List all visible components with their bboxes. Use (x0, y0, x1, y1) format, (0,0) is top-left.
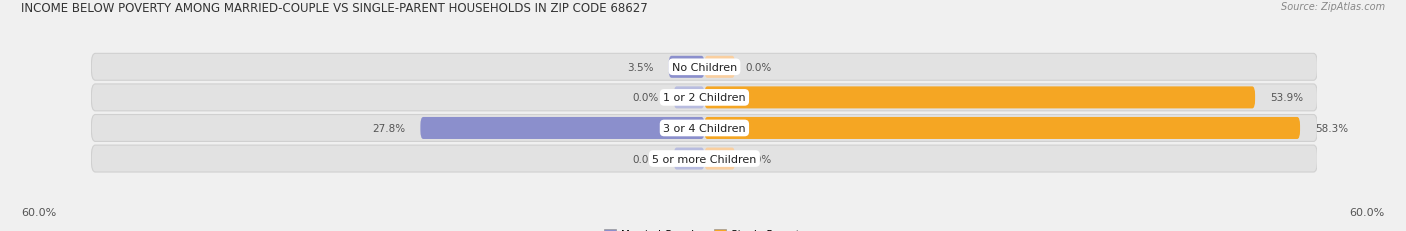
FancyBboxPatch shape (91, 146, 1317, 172)
FancyBboxPatch shape (420, 117, 704, 139)
Text: 60.0%: 60.0% (21, 207, 56, 218)
FancyBboxPatch shape (91, 54, 1317, 81)
Text: 0.0%: 0.0% (745, 154, 772, 164)
FancyBboxPatch shape (704, 148, 735, 170)
FancyBboxPatch shape (673, 148, 704, 170)
FancyBboxPatch shape (704, 117, 1301, 139)
Text: 0.0%: 0.0% (745, 63, 772, 73)
Text: 1 or 2 Children: 1 or 2 Children (664, 93, 745, 103)
Text: No Children: No Children (672, 63, 737, 73)
Text: 58.3%: 58.3% (1316, 123, 1348, 133)
Text: INCOME BELOW POVERTY AMONG MARRIED-COUPLE VS SINGLE-PARENT HOUSEHOLDS IN ZIP COD: INCOME BELOW POVERTY AMONG MARRIED-COUPL… (21, 2, 648, 15)
FancyBboxPatch shape (704, 87, 1256, 109)
FancyBboxPatch shape (673, 87, 704, 109)
Text: 5 or more Children: 5 or more Children (652, 154, 756, 164)
FancyBboxPatch shape (91, 115, 1317, 142)
Text: 3 or 4 Children: 3 or 4 Children (664, 123, 745, 133)
Text: 60.0%: 60.0% (1350, 207, 1385, 218)
FancyBboxPatch shape (704, 57, 735, 79)
FancyBboxPatch shape (91, 85, 1317, 111)
Text: Source: ZipAtlas.com: Source: ZipAtlas.com (1281, 2, 1385, 12)
Text: 27.8%: 27.8% (373, 123, 405, 133)
Text: 53.9%: 53.9% (1271, 93, 1303, 103)
Legend: Married Couples, Single Parents: Married Couples, Single Parents (605, 229, 804, 231)
Text: 0.0%: 0.0% (633, 93, 658, 103)
Text: 3.5%: 3.5% (627, 63, 654, 73)
Text: 0.0%: 0.0% (633, 154, 658, 164)
FancyBboxPatch shape (669, 57, 704, 79)
